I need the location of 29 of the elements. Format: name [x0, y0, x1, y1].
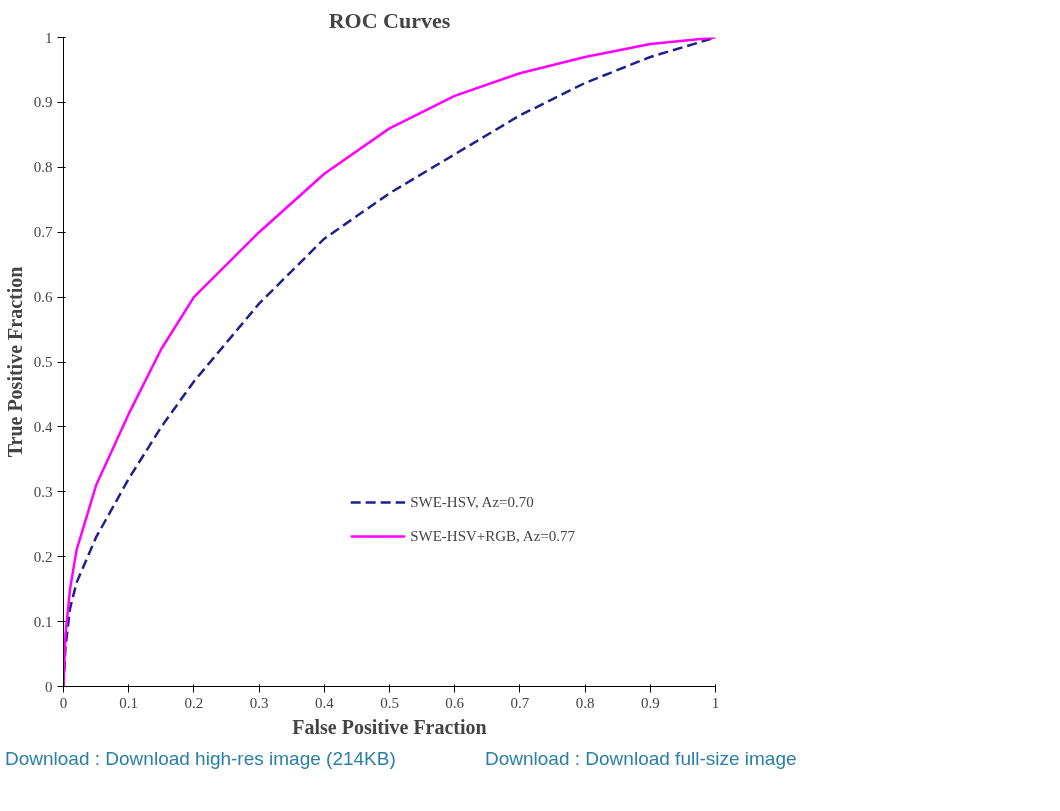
- x-tick-label: 0.7: [510, 694, 530, 711]
- y-tick-label: 0: [45, 678, 53, 695]
- text: Download : Download high-res image (214KB): [5, 747, 396, 771]
- y-tick-label: 0.1: [33, 613, 53, 630]
- y-tick-label: 0.3: [33, 483, 53, 500]
- y-tick-label: 1: [45, 29, 53, 46]
- y-tick-label: 0.6: [33, 289, 53, 306]
- x-tick-label: 1: [711, 694, 720, 711]
- y-tick-label: 0.8: [33, 159, 53, 176]
- x-tick-label: 0.2: [184, 694, 204, 711]
- x-tick-label: 0.4: [314, 694, 335, 711]
- y-tick-label: 0.5: [33, 354, 53, 370]
- x-tick-label: 0.8: [575, 694, 595, 711]
- x-tick-label: 0.9: [640, 694, 660, 711]
- x-axis-title: False Positive Fraction: [292, 715, 487, 738]
- x-tick-label: 0.6: [445, 694, 465, 711]
- legend-label: SWE-HSV, Az=0.70: [410, 493, 534, 511]
- y-tick-label: 0.4: [33, 418, 53, 435]
- y-tick-label: 0.7: [33, 224, 53, 241]
- y-tick-label: 0.9: [33, 94, 53, 111]
- text: Download : Download full-size image: [485, 747, 797, 771]
- x-tick-label: 0: [59, 694, 68, 711]
- y-tick-label: 0.2: [33, 548, 53, 565]
- x-tick-label: 0.3: [249, 694, 269, 711]
- legend-label: SWE-HSV+RGB, Az=0.77: [410, 527, 575, 545]
- y-axis-title: True Positive Fraction: [3, 266, 26, 458]
- chart-title: ROC Curves: [328, 7, 451, 33]
- x-tick-label: 0.1: [119, 694, 139, 711]
- x-tick-label: 0.5: [380, 694, 399, 711]
